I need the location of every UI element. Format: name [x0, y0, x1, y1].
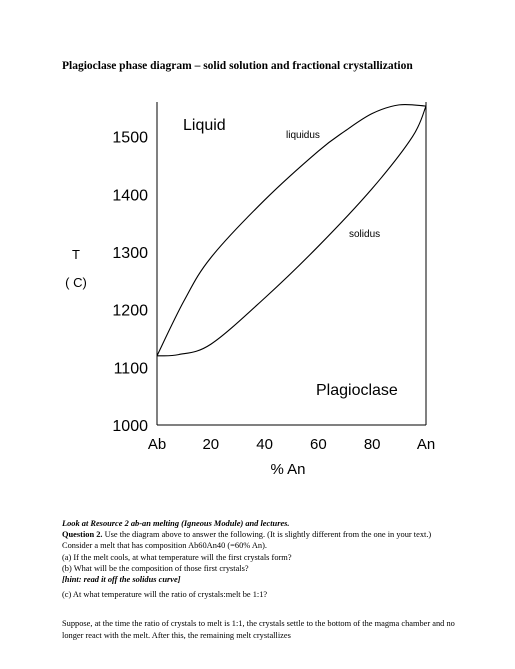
x-tick-label: 40 — [256, 436, 273, 453]
x-tick-label: 60 — [310, 436, 327, 453]
resource-line: Look at Resource 2 ab-an melting (Igneou… — [62, 519, 290, 528]
question-2: Question 2. Use the diagram above to ans… — [62, 529, 457, 540]
question-a: (a) If the melt cools, at what temperatu… — [62, 552, 292, 562]
chart-labels: % An T ( C) Liquid Plagioclase liquidus solidu… — [65, 117, 398, 478]
x-tick-label: An — [417, 436, 435, 453]
y-axis-title: T — [72, 247, 80, 262]
y-axis-unit: ( C) — [65, 275, 87, 290]
question-label: Question 2. — [62, 530, 103, 540]
x-axis-title: % An — [270, 461, 305, 478]
y-tick-label: 1400 — [112, 187, 148, 204]
melt-composition: Consider a melt that has composition Ab6… — [62, 541, 268, 551]
question-c: (c) At what temperature will the ratio o… — [62, 590, 268, 600]
x-tick-label: 20 — [202, 436, 219, 453]
liquidus-curve — [156, 103, 427, 357]
liquid-region-label: Liquid — [183, 117, 226, 134]
axes — [156, 102, 427, 426]
hint: [hint: read it off the solidus curve] — [62, 575, 181, 585]
question-text: Use the diagram above to answer the foll… — [102, 530, 432, 540]
x-tick-label: 80 — [364, 436, 381, 453]
solidus-curve — [156, 105, 427, 357]
page-title: Plagioclase phase diagram – solid soluti… — [62, 60, 413, 72]
plagioclase-region-label: Plagioclase — [316, 382, 398, 399]
y-tick-label: 1100 — [114, 360, 149, 377]
question-b: (b) What will be the composition of thos… — [62, 563, 249, 573]
y-tick-label: 1000 — [112, 418, 148, 435]
y-tick-label: 1300 — [112, 245, 148, 262]
paragraph: Suppose, at the time the ratio of crysta… — [62, 619, 455, 640]
x-tick-label: Ab — [148, 436, 166, 453]
question-block: Look at Resource 2 ab-an melting (Igneou… — [62, 518, 457, 641]
solidus-label: solidus — [349, 229, 380, 240]
liquidus-label: liquidus — [286, 130, 320, 141]
y-tick-label: 1500 — [112, 130, 148, 147]
curves — [156, 103, 427, 357]
y-tick-label: 1200 — [112, 303, 148, 320]
